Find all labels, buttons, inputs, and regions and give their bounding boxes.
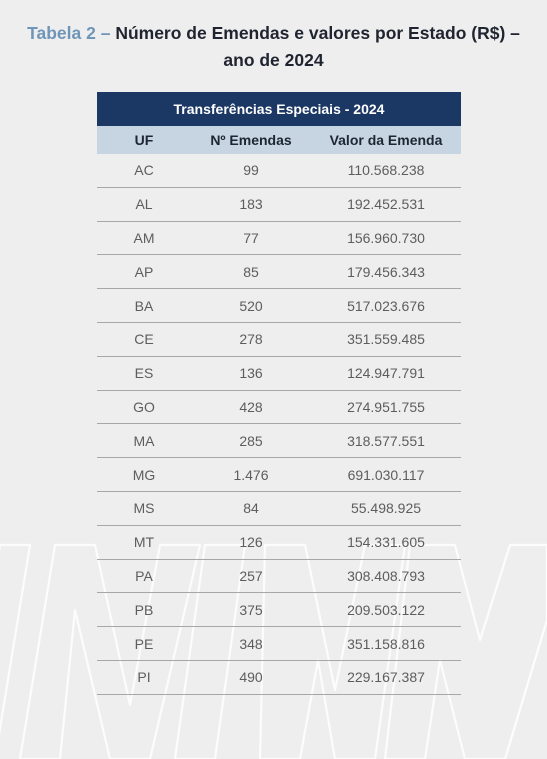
table-row: AM 77 156.960.730 [97,222,461,256]
cell-valor: 351.559.485 [347,331,425,348]
table-row: ES 136 124.947.791 [97,357,461,391]
cell-uf: AM [133,229,155,246]
table-banner: Transferências Especiais - 2024 [97,92,461,126]
cell-valor: 274.951.755 [347,398,425,415]
cell-valor: 154.331.605 [347,534,425,551]
table-row: PE 348 351.158.816 [97,627,461,661]
header-valor: Valor da Emenda [329,132,443,148]
cell-num-emendas: 257 [239,567,263,584]
table-row: PI 490 229.167.387 [97,661,461,695]
cell-valor: 124.947.791 [347,365,425,382]
cell-valor: 517.023.676 [347,297,425,314]
table-row: CE 278 351.559.485 [97,323,461,357]
cell-num-emendas: 1.476 [233,466,269,483]
cell-uf: AP [134,263,154,280]
cell-uf: MG [132,466,156,483]
table-row: GO 428 274.951.755 [97,391,461,425]
cell-num-emendas: 428 [239,398,263,415]
cell-valor: 156.960.730 [347,229,425,246]
cell-num-emendas: 520 [239,297,263,314]
header-num-emendas: Nº Emendas [210,132,292,148]
cell-num-emendas: 278 [239,331,263,348]
cell-num-emendas: 285 [239,432,263,449]
cell-num-emendas: 490 [239,669,263,686]
cell-valor: 209.503.122 [347,601,425,618]
cell-num-emendas: 183 [239,196,263,213]
cell-num-emendas: 375 [239,601,263,618]
table-body: AC 99 110.568.238 AL 183 192.452.531 AM 77 156.9… [97,154,461,695]
cell-valor: 229.167.387 [347,669,425,686]
cell-valor: 351.158.816 [347,635,425,652]
cell-valor: 308.408.793 [347,567,425,584]
cell-valor: 110.568.238 [347,162,425,179]
cell-valor: 691.030.117 [347,466,425,483]
cell-uf: PE [134,635,154,652]
cell-uf: CE [134,331,154,348]
cell-uf: BA [134,297,154,314]
table-row: AC 99 110.568.238 [97,154,461,188]
cell-num-emendas: 348 [239,635,263,652]
cell-num-emendas: 126 [239,534,263,551]
cell-uf: ES [134,365,154,382]
caption-text: Número de Emendas e valores por Estado (… [110,23,520,70]
cell-num-emendas: 84 [243,500,259,517]
cell-valor: 318.577.551 [347,432,425,449]
table-row: PB 375 209.503.122 [97,593,461,628]
table-row: MG 1.476 691.030.117 [97,458,461,492]
table-header-row: UF Nº Emendas Valor da Emenda [97,126,461,154]
cell-uf: AL [135,196,153,213]
cell-uf: MT [133,534,155,551]
cell-valor: 55.498.925 [350,500,422,517]
cell-uf: PI [137,669,151,686]
data-table: Transferências Especiais - 2024 UF Nº Em… [97,92,461,695]
cell-uf: PB [134,601,154,618]
header-uf: UF [134,132,154,148]
table-row: AL 183 192.452.531 [97,188,461,222]
cell-num-emendas: 136 [239,365,263,382]
cell-num-emendas: 77 [243,229,259,246]
cell-num-emendas: 85 [243,263,259,280]
table-row: BA 520 517.023.676 [97,289,461,323]
cell-uf: MS [133,500,155,517]
caption-lead: Tabela 2 – [27,23,111,43]
cell-uf: AC [134,162,154,179]
cell-uf: PA [135,567,153,584]
cell-uf: GO [133,398,155,415]
table-row: MA 285 318.577.551 [97,424,461,459]
table-row: MS 84 55.498.925 [97,492,461,526]
table-row: MT 126 154.331.605 [97,526,461,560]
cell-num-emendas: 99 [243,162,259,179]
cell-valor: 192.452.531 [347,196,425,213]
table-row: AP 85 179.456.343 [97,255,461,290]
cell-uf: MA [133,432,155,449]
cell-valor: 179.456.343 [347,263,425,280]
table-row: PA 257 308.408.793 [97,560,461,594]
table-caption: Tabela 2 – Número de Emendas e valores p… [20,20,527,74]
